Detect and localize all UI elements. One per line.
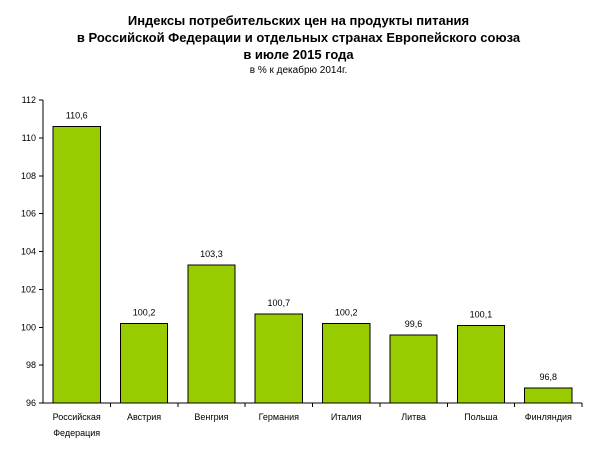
bar <box>52 126 101 404</box>
y-tick-label: 108 <box>21 171 36 181</box>
bar <box>389 334 438 404</box>
data-label: 110,6 <box>66 111 88 121</box>
chart-title-line-3: в июле 2015 года <box>243 47 354 62</box>
y-tick-label: 96 <box>26 398 36 408</box>
data-label: 103,3 <box>200 249 223 259</box>
category-label: Российская Федерация <box>53 412 101 438</box>
y-tick-label: 102 <box>21 284 36 294</box>
bar <box>524 387 573 404</box>
chart-title-line-1: Индексы потребительских цен на продукты … <box>127 13 470 28</box>
y-tick-label: 104 <box>21 247 36 257</box>
category-label: Германия <box>259 412 299 422</box>
category-label: Венгрия <box>194 412 228 422</box>
category-label: Австрия <box>127 412 161 422</box>
y-tick-label: 106 <box>21 209 36 219</box>
bar <box>322 322 371 404</box>
data-label: 100,2 <box>133 307 156 317</box>
bar <box>119 322 169 404</box>
data-label: 96,8 <box>540 372 558 382</box>
data-label: 100,2 <box>335 307 358 317</box>
bar <box>187 264 236 404</box>
data-label: 100,1 <box>470 309 493 319</box>
chart-title-line-2: в Российской Федерации и отдельных стран… <box>76 30 521 45</box>
y-tick-label: 110 <box>22 133 36 143</box>
y-tick-label: 100 <box>21 322 36 332</box>
category-label: Польша <box>464 412 497 422</box>
bar <box>254 313 303 404</box>
category-label: Финляндия <box>525 412 572 422</box>
data-label: 100,7 <box>268 298 291 308</box>
y-tick-label: 98 <box>26 360 36 370</box>
chart-subtitle: в % к декабрю 2014г. <box>249 65 348 76</box>
chart-titles: Индексы потребительских цен на продукты … <box>0 12 597 77</box>
data-label: 99,6 <box>405 319 423 329</box>
y-tick-label: 112 <box>22 95 36 105</box>
bar <box>456 324 506 404</box>
category-label: Литва <box>401 412 426 422</box>
category-label: Италия <box>331 412 362 422</box>
